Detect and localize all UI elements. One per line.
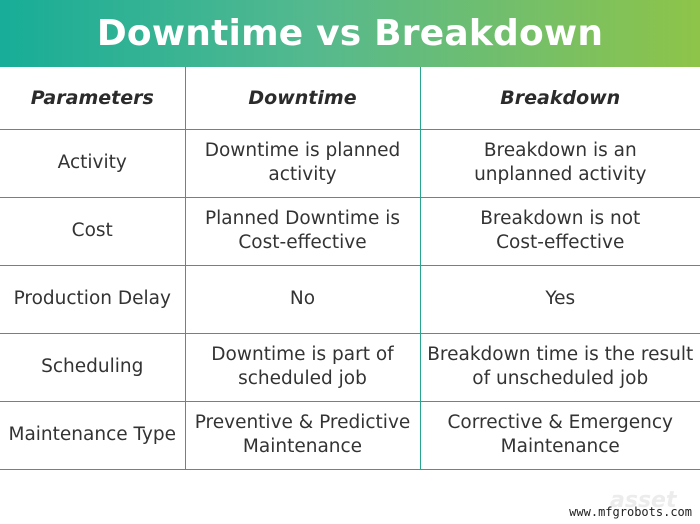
cell-line: Maintenance	[500, 436, 620, 457]
cell-line: activity	[268, 164, 337, 185]
table-row-cost: Cost Planned Downtime is Cost-effective B…	[0, 197, 700, 266]
cell-line: scheduled job	[238, 368, 367, 389]
header-breakdown: Breakdown	[420, 67, 700, 130]
table-row-maintenance-type: Maintenance Type Preventive & Predictive…	[0, 401, 700, 470]
parameter-cell: Cost	[0, 197, 186, 266]
cell-line: No	[289, 288, 316, 309]
downtime-cell: Preventive & Predictive Maintenance	[185, 401, 421, 470]
downtime-cell: Downtime is planned activity	[185, 129, 421, 198]
page-title: Downtime vs Breakdown	[96, 13, 604, 54]
table-header-row: Parameters Downtime Breakdown	[0, 67, 700, 130]
cell-line: Corrective & Emergency	[447, 412, 674, 433]
parameter-cell: Production Delay	[0, 265, 186, 334]
title-banner: Downtime vs Breakdown	[0, 0, 700, 67]
header-downtime: Downtime	[185, 67, 421, 130]
breakdown-cell: Corrective & Emergency Maintenance	[420, 401, 700, 470]
brand-logo: asset	[610, 488, 677, 513]
cell-line: Breakdown time is the result	[427, 344, 694, 365]
table-row-production-delay: Production Delay No Yes	[0, 265, 700, 334]
parameter-cell: Scheduling	[0, 333, 186, 402]
cell-line: of unscheduled job	[472, 368, 649, 389]
cell-line: Cost-effective	[238, 232, 367, 253]
source-watermark: www.mfgrobots.com	[569, 505, 692, 519]
parameter-cell: Maintenance Type	[0, 401, 186, 470]
cell-line: Downtime is part of	[211, 344, 394, 365]
breakdown-cell: Breakdown is an unplanned activity	[420, 129, 700, 198]
breakdown-cell: Yes	[420, 265, 700, 334]
cell-line: Preventive & Predictive	[194, 412, 411, 433]
cell-line: Yes	[545, 288, 576, 309]
downtime-cell: No	[185, 265, 421, 334]
comparison-table: Parameters Downtime Breakdown Activity D…	[0, 67, 700, 470]
downtime-cell: Planned Downtime is Cost-effective	[185, 197, 421, 266]
cell-line: Planned Downtime is	[205, 208, 400, 229]
cell-line: Maintenance	[242, 436, 363, 457]
header-parameters: Parameters	[0, 67, 186, 130]
cell-line: Downtime is planned	[204, 140, 401, 161]
cell-line: Breakdown is an	[483, 140, 637, 161]
parameter-cell: Activity	[0, 129, 186, 198]
table-row-scheduling: Scheduling Downtime is part of scheduled …	[0, 333, 700, 402]
cell-line: Cost-effective	[496, 232, 625, 253]
breakdown-cell: Breakdown is not Cost-effective	[420, 197, 700, 266]
cell-line: Breakdown is not	[480, 208, 641, 229]
downtime-cell: Downtime is part of scheduled job	[185, 333, 421, 402]
cell-line: unplanned activity	[474, 164, 647, 185]
breakdown-cell: Breakdown time is the result of unschedul…	[420, 333, 700, 402]
table-row-activity: Activity Downtime is planned activity Bre…	[0, 129, 700, 198]
